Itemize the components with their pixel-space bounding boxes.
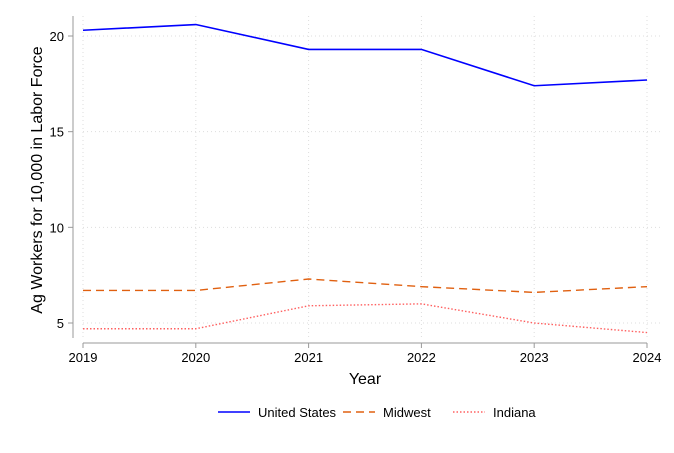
x-tick-label: 2020 — [181, 350, 210, 365]
x-tick-label: 2019 — [69, 350, 98, 365]
y-axis-label: Ag Workers for 10,000 in Labor Force — [29, 46, 46, 313]
legend-label: Indiana — [493, 405, 536, 420]
y-tick-label: 10 — [50, 220, 64, 235]
x-axis-label: Year — [349, 371, 382, 388]
y-tick-label: 15 — [50, 125, 64, 140]
legend-label: Midwest — [383, 405, 431, 420]
x-tick-label: 2024 — [633, 350, 662, 365]
x-tick-label: 2023 — [520, 350, 549, 365]
series-line-indiana — [83, 303, 648, 334]
series-line-midwest — [83, 278, 648, 294]
series-lines — [82, 23, 648, 334]
ticks: 2019 2020 2021 2022 2023 2024 5 10 15 20 — [50, 29, 662, 365]
series-line-united-states — [82, 23, 648, 87]
x-tick-label: 2021 — [294, 350, 323, 365]
legend-label: United States — [258, 405, 337, 420]
grid — [82, 16, 660, 338]
y-tick-label: 20 — [50, 29, 64, 44]
legend: United States Midwest Indiana — [218, 405, 536, 420]
y-tick-label: 5 — [57, 316, 64, 331]
x-tick-label: 2022 — [407, 350, 436, 365]
